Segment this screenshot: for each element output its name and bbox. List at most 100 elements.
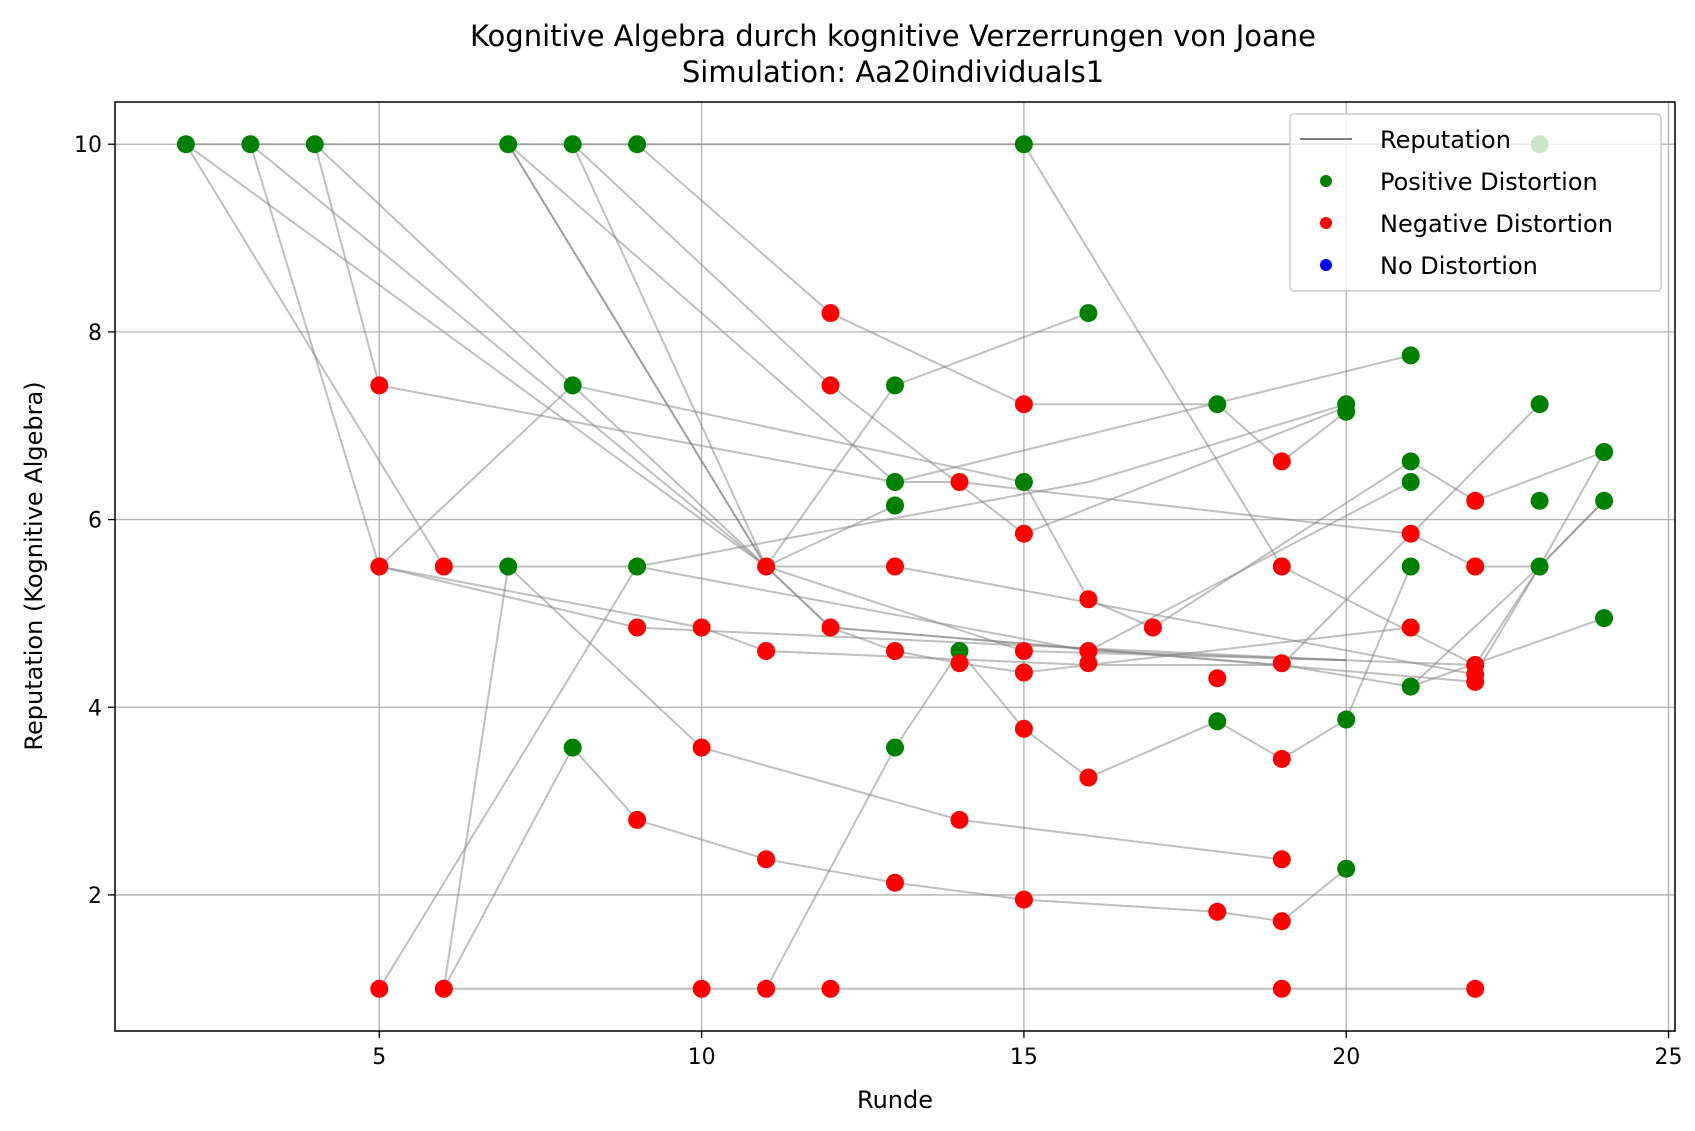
negative-distortion-point	[1208, 902, 1227, 921]
positive-distortion-point	[886, 496, 904, 515]
plot-frame	[114, 101, 1676, 1032]
positive-distortion-point	[886, 738, 904, 757]
positive-distortion-point	[1595, 609, 1614, 628]
negative-distortion-point	[1014, 395, 1033, 414]
reputation-line	[572, 143, 1347, 535]
positive-distortion-point	[1337, 710, 1356, 729]
legend-marker-negative	[1320, 217, 1332, 229]
positive-distortion-point	[886, 473, 904, 491]
reputation-line	[1410, 617, 1605, 688]
positive-distortion-point	[176, 135, 195, 154]
positive-distortion-point	[628, 557, 647, 576]
positive-distortion-point	[1014, 473, 1033, 491]
reputation-line	[442, 745, 1347, 990]
negative-distortion-point	[1272, 557, 1291, 576]
negative-distortion-point	[370, 376, 389, 395]
positive-distortion-point	[1401, 677, 1420, 696]
x-axis-label: Runde	[857, 1086, 933, 1114]
positive-distortion-point	[305, 135, 324, 154]
positive-distortion-point	[1595, 443, 1614, 461]
positive-distortion-point	[1530, 557, 1549, 576]
positive-distortion-point	[563, 135, 582, 154]
positive-distortion-point	[628, 135, 647, 154]
negative-distortion-point	[628, 618, 647, 637]
negative-distortion-point	[628, 810, 647, 829]
positive-distortion-point	[1337, 859, 1356, 878]
reputation-line	[636, 143, 1347, 463]
chart-subtitle: Simulation: Aa20individuals1	[682, 55, 1104, 89]
negative-distortion-point	[1079, 590, 1098, 609]
reputation-line	[378, 403, 1347, 990]
positive-distortion-point	[499, 557, 518, 576]
negative-distortion-point	[1466, 672, 1485, 691]
reputation-line	[313, 143, 1605, 568]
negative-distortion-point	[434, 979, 453, 998]
x-tick-label: 15	[1010, 1045, 1038, 1070]
negative-distortion-point	[821, 979, 840, 998]
y-tick-label: 8	[88, 321, 102, 346]
positive-distortion-point	[886, 376, 904, 395]
negative-distortion-point	[821, 304, 840, 323]
positive-distortion-point	[1401, 452, 1420, 471]
positive-distortion-point	[1337, 402, 1356, 421]
legend-label-none: No Distortion	[1380, 252, 1538, 280]
reputation-line	[571, 143, 1605, 676]
negative-distortion-point	[1014, 642, 1033, 660]
negative-distortion-point	[757, 557, 776, 576]
positive-distortion-point	[241, 135, 260, 154]
negative-distortion-point	[1272, 654, 1291, 673]
negative-distortion-point	[1466, 557, 1485, 576]
y-tick-label: 4	[88, 696, 102, 721]
reputation-line	[378, 384, 1605, 629]
negative-distortion-point	[1014, 524, 1033, 543]
positive-distortion-point	[1014, 135, 1033, 154]
positive-distortion-point	[1401, 346, 1420, 365]
negative-distortion-point	[1401, 524, 1420, 543]
legend-box	[1289, 113, 1662, 292]
y-tick-label: 10	[74, 133, 102, 158]
negative-distortion-point	[886, 642, 904, 660]
legend-label-positive: Positive Distortion	[1380, 168, 1598, 196]
negative-distortion-point	[950, 654, 969, 673]
axis-ticks: 5 10 15 20 25 2 4 6 8 10	[74, 133, 1683, 1070]
data-points	[176, 135, 1614, 998]
positive-distortion-point	[563, 738, 582, 757]
negative-distortion-point	[1466, 979, 1485, 998]
negative-distortion-point	[1466, 491, 1485, 510]
positive-distortion-point	[563, 376, 582, 395]
negative-distortion-point	[886, 557, 904, 576]
y-tick-label: 2	[88, 884, 102, 909]
negative-distortion-point	[1272, 749, 1291, 768]
x-tick-label: 5	[372, 1045, 386, 1070]
positive-distortion-point	[1079, 304, 1098, 323]
negative-distortion-point	[821, 376, 840, 395]
negative-distortion-point	[1079, 768, 1098, 787]
negative-distortion-point	[950, 473, 969, 491]
negative-distortion-point	[1079, 654, 1098, 673]
x-tick-label: 25	[1655, 1045, 1683, 1070]
legend-marker-none	[1320, 259, 1332, 271]
legend-label-negative: Negative Distortion	[1380, 210, 1613, 238]
positive-distortion-point	[1595, 491, 1614, 510]
positive-distortion-point	[1208, 395, 1227, 414]
negative-distortion-point	[1272, 452, 1291, 471]
legend-marker-positive	[1320, 175, 1332, 187]
reputation-line	[442, 566, 510, 989]
negative-distortion-point	[1014, 890, 1033, 909]
negative-distortion-point	[1014, 663, 1033, 682]
reputation-line	[507, 143, 1411, 484]
negative-distortion-point	[886, 873, 904, 892]
positive-distortion-point	[499, 135, 518, 154]
positive-distortion-point	[1401, 557, 1420, 576]
negative-distortion-point	[950, 810, 969, 829]
y-axis-label: Reputation (Kognitive Algebra)	[20, 381, 48, 750]
negative-distortion-point	[1014, 719, 1033, 738]
legend: Reputation Positive Distortion Negative …	[1289, 113, 1662, 292]
negative-distortion-point	[757, 850, 776, 869]
reputation-line	[185, 143, 1347, 662]
legend-label-reputation: Reputation	[1380, 126, 1511, 154]
negative-distortion-point	[757, 642, 776, 660]
positive-distortion-point	[1530, 491, 1549, 510]
negative-distortion-point	[692, 618, 711, 637]
